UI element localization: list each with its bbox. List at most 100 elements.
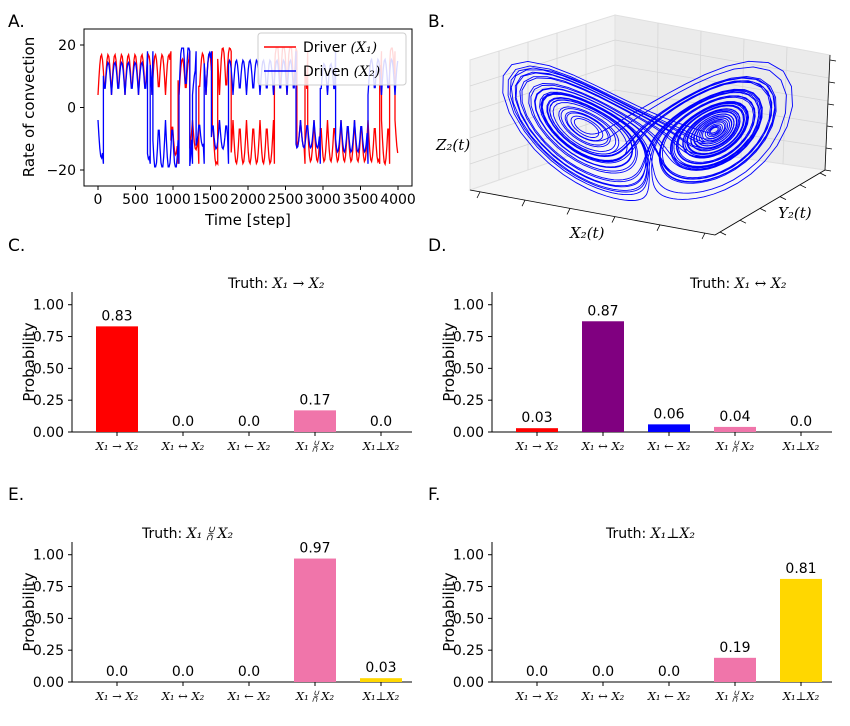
bar <box>648 424 690 432</box>
bar-value-label: 0.03 <box>365 660 396 676</box>
bar-chart-d: 0.00 0.25 0.50 0.75 1.00 Probability X₁ → X₂ 0.… <box>440 276 832 453</box>
x-tick-label: X₁ ↔ X₂ <box>581 689 625 703</box>
bar-value-label: 0.04 <box>719 409 750 425</box>
bar-chart-e: 0.00 0.25 0.50 0.75 1.00 Probability X₁ → X₂ 0.… <box>20 526 412 703</box>
legend-driven-label: Driven (X₂) <box>303 64 380 80</box>
y-axis-label: Probability <box>20 322 38 401</box>
bar-chart-f: 0.00 0.25 0.50 0.75 1.00 Probability X₁ → X₂ 0.… <box>440 526 832 703</box>
y-tick-label: 0.50 <box>453 611 484 627</box>
bar-value-label: 0.0 <box>106 664 128 680</box>
y-tick-label: 1.00 <box>33 298 64 314</box>
x-tick <box>566 208 571 215</box>
y-tick-label: 20 <box>58 38 76 54</box>
panel-label-e: E. <box>8 485 24 505</box>
lorenz-trajectory <box>502 60 793 201</box>
x-tick-label: X₁ ⩈ X₂ <box>715 439 755 453</box>
x-tick-label: X₁⊥X₂ <box>782 439 820 453</box>
y-tick <box>779 196 787 200</box>
panel-label-a: A. <box>8 12 25 32</box>
timeseries-lines <box>97 47 399 168</box>
grid-line <box>656 22 659 147</box>
y-tick-label: 0.50 <box>453 361 484 377</box>
x-tick <box>521 200 526 207</box>
y-tick-label: 0.25 <box>453 643 484 659</box>
bar <box>714 657 756 682</box>
grid-line <box>782 46 788 165</box>
bar-chart-c: 0.00 0.25 0.50 0.75 1.00 Probability X₁ → X₂ 0.… <box>20 276 412 453</box>
y-axis-label: Probability <box>440 322 458 401</box>
bar <box>780 578 822 682</box>
grid-line <box>614 64 829 102</box>
y-tick-label: 0 <box>67 101 76 117</box>
bar-value-label: 0.87 <box>587 303 618 319</box>
x-tick-label: 2000 <box>230 192 266 208</box>
y-tick <box>799 184 807 189</box>
x-tick-label: X₁ ↔ X₂ <box>161 689 205 703</box>
bar <box>294 558 336 682</box>
x-tick-label: 1000 <box>155 192 191 208</box>
timeseries-ylabel: Rate of convection <box>20 37 38 177</box>
y-axis-label: Probability <box>440 572 458 651</box>
bar-value-label: 0.03 <box>521 410 552 426</box>
bar <box>360 678 402 682</box>
z-tick <box>828 81 836 84</box>
bar-value-label: 0.17 <box>299 392 330 408</box>
y-tick-label: 0.00 <box>453 675 484 691</box>
bar-value-label: 0.0 <box>238 664 260 680</box>
attractor-ylabel: Y₂(t) <box>778 204 812 222</box>
x-tick-label: X₁ ⩈ X₂ <box>295 689 335 703</box>
y-tick-label: 0.50 <box>33 361 64 377</box>
x-tick-label: X₁ ← X₂ <box>647 439 691 453</box>
panel-label-b: B. <box>428 12 445 32</box>
truth-annotation: Truth: X₁ ⩈ X₂ <box>141 526 233 542</box>
panel-label-c: C. <box>8 236 25 256</box>
x-tick-label: X₁ → X₂ <box>515 439 559 453</box>
x-axis-line <box>469 189 716 236</box>
x-tick-label: 2500 <box>268 192 304 208</box>
legend-driver-label: Driver (X₁) <box>303 40 377 56</box>
timeseries-legend: Driver (X₁) Driven (X₂) <box>257 32 407 86</box>
x-tick <box>476 191 481 199</box>
panel-label-f: F. <box>428 485 440 505</box>
y-axis-label: Probability <box>20 572 38 651</box>
y-tick-label: 0.75 <box>453 580 484 596</box>
grid-line <box>469 64 616 113</box>
z-tick <box>825 147 833 150</box>
x-tick-label: 4000 <box>380 192 416 208</box>
attractor-xlabel: X₂(t) <box>569 224 605 242</box>
y-tick <box>819 172 827 177</box>
y-tick <box>759 208 767 212</box>
attractor-3d-chart: X₂(t) Y₂(t) Z₂(t) <box>435 14 837 242</box>
y-tick-label: 0.75 <box>33 580 64 596</box>
bar-value-label: 0.19 <box>719 640 750 656</box>
timeseries-xlabel: Time [step] <box>204 211 291 229</box>
x-tick-label: X₁ → X₂ <box>95 439 139 453</box>
x-tick-label: X₁⊥X₂ <box>782 689 820 703</box>
x-tick-label: X₁ ← X₂ <box>647 689 691 703</box>
bar-value-label: 0.0 <box>370 414 392 430</box>
y-tick-label: 1.00 <box>33 548 64 564</box>
z-tick <box>827 103 835 106</box>
x-tick-label: X₁⊥X₂ <box>362 689 400 703</box>
z-tick <box>824 169 832 172</box>
bar-value-label: 0.0 <box>790 414 812 430</box>
grid-line <box>614 39 830 79</box>
x-tick-label: X₁ ↔ X₂ <box>161 439 205 453</box>
y-tick-label: 0.75 <box>453 330 484 346</box>
x-tick-label: X₁ ↔ X₂ <box>581 439 625 453</box>
x-tick-label: 0 <box>94 192 103 208</box>
timeseries-chart: 0 500 1000 1500 2000 2500 3000 3500 4000 20 0 −20 T… <box>20 28 416 229</box>
axis-ticks-3d <box>476 59 837 240</box>
bar-value-label: 0.0 <box>172 664 194 680</box>
y-tick-label: 0.00 <box>33 675 64 691</box>
z-tick <box>826 125 834 128</box>
x-tick-label: X₁ → X₂ <box>515 689 559 703</box>
truth-annotation: Truth: X₁ → X₂ <box>227 276 325 292</box>
truth-annotation: Truth: X₁ ↔ X₂ <box>689 276 787 292</box>
y-tick-label: 0.00 <box>453 425 484 441</box>
y-tick <box>739 219 747 224</box>
grid-line <box>698 30 702 153</box>
attractor-trajectory <box>502 60 793 201</box>
y-axis-line <box>714 169 826 236</box>
